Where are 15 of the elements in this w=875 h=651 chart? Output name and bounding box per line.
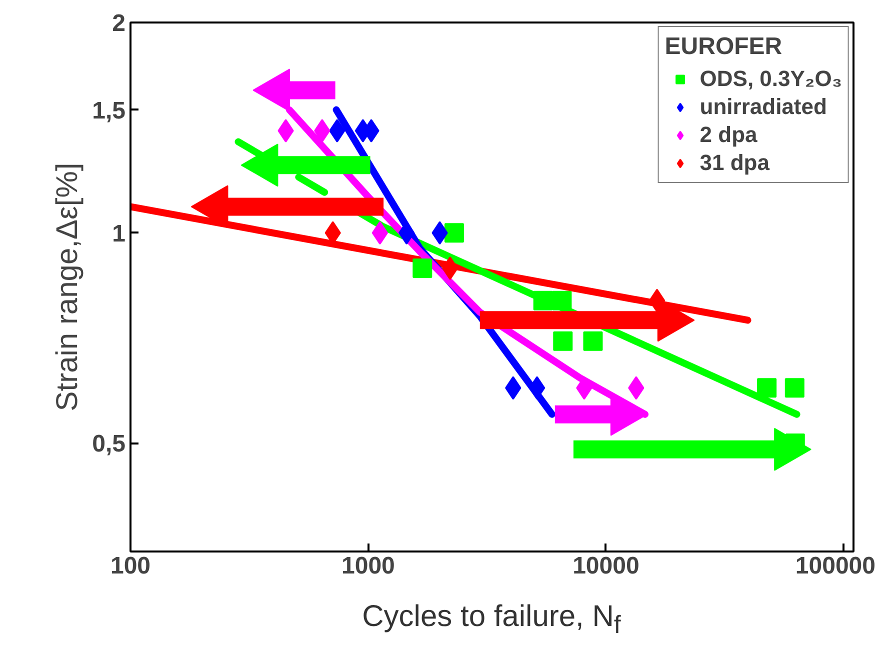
y-tick-label: 2 — [112, 10, 126, 37]
y-tick-label: 1 — [112, 220, 126, 248]
legend-title: EUROFER — [664, 33, 784, 61]
x-tick-label: 100000 — [795, 552, 875, 580]
legend-label: 2 dpa — [700, 122, 758, 148]
x-tick-label: 1000 — [342, 552, 395, 580]
x-axis-title: Cycles to failure, N$_{f}$ — [362, 600, 621, 641]
legend-label: unirradiated — [700, 94, 827, 120]
y-tick-label: 1,5 — [92, 97, 126, 124]
y-axis-title: Strain range,Δε[%] — [51, 162, 84, 412]
x-tick-label: 100 — [110, 552, 151, 580]
legend-label: 31 dpa — [700, 150, 770, 176]
legend-label: ODS, 0.3Y₂O₃ — [700, 66, 842, 92]
y-tick-label: 0,5 — [92, 430, 126, 458]
x-tick-label: 10000 — [572, 552, 640, 580]
